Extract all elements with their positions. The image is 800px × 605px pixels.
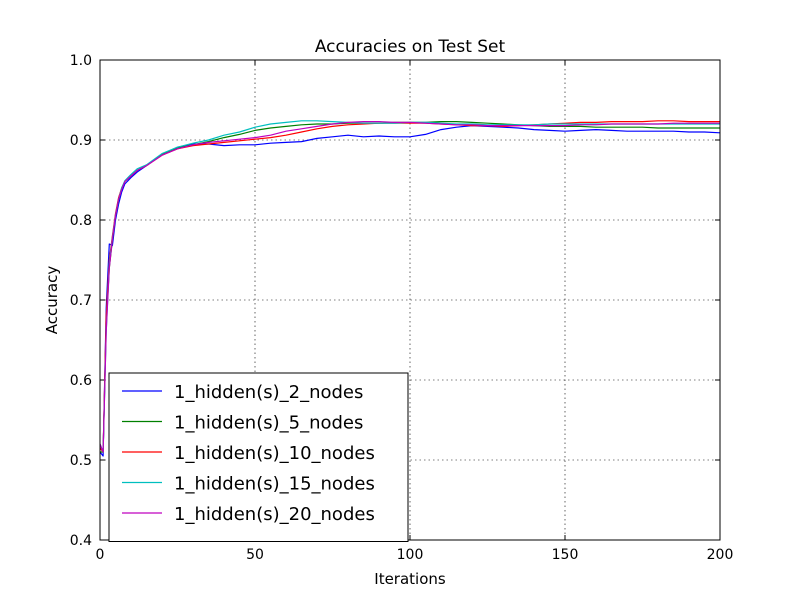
grid-layer xyxy=(100,60,720,540)
legend-label: 1_hidden(s)_5_nodes xyxy=(174,413,363,434)
x-axis-label: Iterations xyxy=(374,570,446,588)
y-tick-label: 0.8 xyxy=(70,213,92,229)
legend-label: 1_hidden(s)_10_nodes xyxy=(174,443,375,464)
x-tick-label: 200 xyxy=(707,547,734,563)
series-line xyxy=(99,124,721,457)
x-tick-label: 150 xyxy=(552,547,579,563)
legend-label: 1_hidden(s)_15_nodes xyxy=(174,474,375,495)
plot-frame xyxy=(99,59,721,541)
x-tick-label: 100 xyxy=(397,547,424,563)
x-tick-label: 0 xyxy=(96,547,105,563)
legend-label: 1_hidden(s)_20_nodes xyxy=(174,504,375,525)
chart-title: Accuracies on Test Set xyxy=(315,37,506,57)
y-tick-label: 1.0 xyxy=(70,53,92,69)
y-tick-label: 0.5 xyxy=(70,453,92,469)
y-tick-label: 0.4 xyxy=(70,533,92,549)
legend-label: 1_hidden(s)_2_nodes xyxy=(174,382,363,403)
y-axis-label: Accuracy xyxy=(43,266,61,335)
y-tick-label: 0.6 xyxy=(70,373,92,389)
y-tick-label: 0.9 xyxy=(70,133,92,149)
series-line xyxy=(99,120,720,453)
x-tick-label: 50 xyxy=(246,547,264,563)
y-tick-label: 0.7 xyxy=(70,293,92,309)
legend: 1_hidden(s)_2_nodes 1_hidden(s)_5_nodes 1_… xyxy=(108,372,409,542)
series-layer xyxy=(99,120,721,457)
tick-layer: 0 50 100 150 200 0.4 0.5 0.6 0.7 0.8 0.9 1.0 xyxy=(70,53,734,563)
